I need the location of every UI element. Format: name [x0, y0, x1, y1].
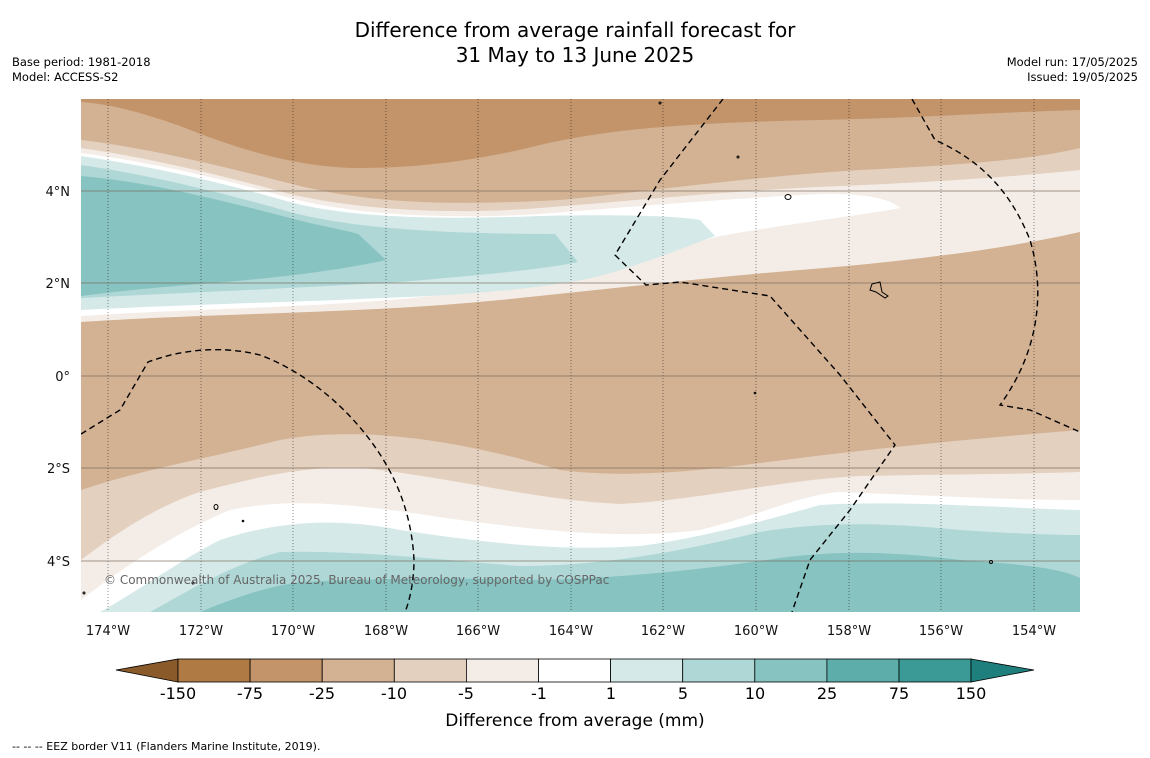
title-line-2: 31 May to 13 June 2025 [455, 43, 695, 67]
lon-label: 174°W [86, 624, 130, 639]
islands [82, 101, 993, 595]
lon-label: 156°W [919, 624, 963, 639]
island [869, 281, 889, 299]
colorbar: -150 -75 -25 -10 -5 -1 1 5 10 25 75 150 … [115, 658, 1035, 731]
lat-label: 4°S [47, 555, 70, 570]
colorbar-tick: -10 [381, 684, 407, 703]
colorbar-tick: -150 [160, 684, 196, 703]
lon-label: 162°W [641, 624, 685, 639]
colorbar-segment [321, 658, 395, 683]
meta-left: Base period: 1981-2018 Model: ACCESS-S2 [12, 55, 151, 85]
colorbar-tick: -75 [237, 684, 263, 703]
colorbar-arrow-high [970, 658, 1035, 683]
colorbar-segment [538, 658, 611, 683]
rainfall-anomaly-field: © Commonwealth of Australia 2025, Bureau… [81, 99, 1080, 612]
island [241, 519, 245, 523]
model-name: Model: ACCESS-S2 [12, 70, 119, 84]
island [82, 591, 86, 595]
graticule [81, 99, 1080, 612]
lon-label: 170°W [271, 624, 315, 639]
island [989, 560, 993, 564]
island [213, 504, 219, 510]
band-south-pos10 [200, 552, 1080, 612]
colorbar-arrow-low [115, 658, 179, 683]
lon-label: 172°W [179, 624, 223, 639]
lon-label: 160°W [734, 624, 778, 639]
eez-border-central [614, 99, 896, 612]
island [736, 155, 740, 159]
colorbar-tick: 150 [956, 684, 987, 703]
lon-label: 166°W [456, 624, 500, 639]
island [753, 391, 757, 395]
colorbar-segment [898, 658, 972, 683]
lat-label: 2°S [47, 462, 70, 477]
band-north-neg75 [81, 99, 1080, 168]
colorbar-segment [393, 658, 467, 683]
colorbar-segment [249, 658, 323, 683]
colorbar-tick: 5 [678, 684, 688, 703]
eez-legend-footnote: -- -- -- EEZ border V11 (Flanders Marine… [12, 740, 321, 753]
colorbar-tick: -25 [309, 684, 335, 703]
eez-border-east [911, 99, 1080, 433]
lat-label: 0° [55, 370, 70, 385]
eez-borders [81, 99, 1080, 612]
colorbar-tick: -1 [531, 684, 547, 703]
colorbar-tick: 75 [889, 684, 909, 703]
lat-label: 2°N [46, 277, 71, 292]
colorbar-segment [610, 658, 684, 683]
colorbar-tick: -5 [458, 684, 474, 703]
lon-label: 154°W [1012, 624, 1056, 639]
lon-label: 164°W [549, 624, 593, 639]
model-run: Model run: 17/05/2025 [1006, 55, 1138, 69]
longitude-labels: 174°W 172°W 170°W 168°W 166°W 164°W 162°… [86, 624, 1056, 639]
colorbar-segment [754, 658, 828, 683]
colorbar-segment [682, 658, 756, 683]
lon-label: 168°W [364, 624, 408, 639]
colorbar-segment [826, 658, 900, 683]
issued-date: Issued: 19/05/2025 [1027, 70, 1138, 84]
colorbar-tick: 25 [817, 684, 837, 703]
colorbar-title: Difference from average (mm) [445, 711, 704, 731]
island [658, 101, 662, 105]
colorbar-segment [465, 658, 539, 683]
colorbar-segment [177, 658, 251, 683]
meta-right: Model run: 17/05/2025 Issued: 19/05/2025 [1007, 55, 1138, 85]
latitude-labels: 4°N 2°N 0° 2°S 4°S [46, 185, 71, 570]
base-period: Base period: 1981-2018 [12, 55, 151, 69]
copyright-notice: © Commonwealth of Australia 2025, Bureau… [104, 573, 609, 587]
colorbar-tick: 1 [606, 684, 616, 703]
chart-title: Difference from average rainfall forecas… [0, 18, 1150, 68]
colorbar-tick: 10 [745, 684, 765, 703]
lat-label: 4°N [46, 185, 71, 200]
band-north-pos10 [81, 176, 386, 296]
island [784, 194, 792, 200]
title-line-1: Difference from average rainfall forecas… [354, 18, 796, 42]
island [191, 581, 195, 585]
lon-label: 158°W [827, 624, 871, 639]
band-north-neg10 [81, 140, 1080, 214]
